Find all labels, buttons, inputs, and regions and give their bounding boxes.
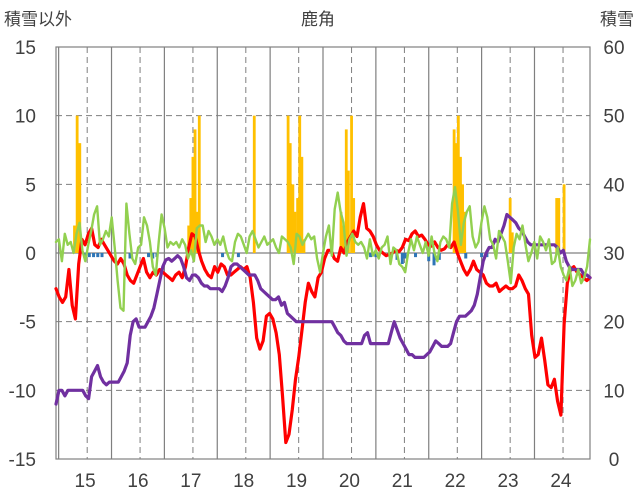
- snow-bar: [78, 143, 82, 253]
- blue-bar: [464, 253, 468, 259]
- snow-bar: [339, 211, 343, 253]
- blue-bar: [414, 253, 418, 258]
- y-tick-label-left: -15: [9, 450, 36, 471]
- snow-bar: [344, 129, 348, 253]
- snow-bar: [510, 232, 514, 253]
- x-tick-label: 16: [127, 471, 148, 492]
- snow-bar: [193, 129, 197, 253]
- x-tick-label: 21: [392, 471, 413, 492]
- x-tick-label: 19: [286, 471, 307, 492]
- blue-bar: [427, 253, 431, 262]
- y-tick-label-left: 15: [15, 38, 36, 59]
- y-tick-label-right: 10: [603, 381, 624, 402]
- y-tick-label-left: -10: [9, 381, 36, 402]
- x-tick-label: 22: [445, 471, 466, 492]
- series-line-green: [54, 185, 592, 312]
- snow-bar: [508, 198, 512, 253]
- snow-bar: [302, 239, 306, 253]
- snow-bar: [352, 198, 356, 253]
- blue-bar: [92, 253, 96, 258]
- right-axis-label: 積雪: [600, 10, 634, 29]
- snow-bar: [291, 184, 295, 253]
- blue-bar: [432, 253, 436, 266]
- blue-bar: [128, 253, 132, 259]
- series-line-red: [54, 202, 592, 445]
- snow-bar: [189, 198, 193, 253]
- snow-bar: [288, 143, 292, 253]
- snow-bar: [456, 115, 460, 254]
- blue-bar: [369, 253, 373, 258]
- y-tick-label-left: 10: [15, 107, 36, 128]
- snow-bar: [350, 115, 353, 254]
- snow-bar: [187, 225, 191, 253]
- snow-bar: [298, 115, 302, 254]
- blue-bar: [83, 253, 87, 258]
- y-tick-label-right: 0: [609, 450, 620, 471]
- blue-bar: [147, 253, 151, 258]
- x-tick-label: 24: [550, 471, 572, 492]
- snow-bar: [562, 184, 566, 253]
- snow-bar: [300, 156, 304, 253]
- y-tick-label-right: 50: [603, 107, 624, 128]
- blue-bar: [403, 253, 407, 259]
- x-tick-label: 23: [497, 471, 518, 492]
- series-lines: [54, 185, 592, 445]
- x-tick-label: 15: [75, 471, 96, 492]
- y-tick-label-right: 60: [603, 38, 624, 59]
- y-tick-label-right: 20: [603, 313, 624, 334]
- snow-bar: [75, 115, 79, 254]
- y-tick-label-left: -5: [19, 313, 36, 334]
- snow-bar: [197, 115, 201, 254]
- snow-bar: [557, 198, 561, 253]
- left-axis-label: 積雪以外: [4, 10, 72, 29]
- x-tick-label: 18: [233, 471, 254, 492]
- snow-bar: [286, 115, 290, 254]
- x-tick-label: 17: [180, 471, 201, 492]
- x-tick-label: 20: [339, 471, 360, 492]
- blue-bar: [236, 253, 240, 258]
- blue-bar: [480, 253, 484, 258]
- snow-bar: [296, 198, 300, 253]
- blue-bar: [374, 253, 378, 258]
- y-tick-label-right: 30: [603, 244, 624, 265]
- blue-bar: [96, 253, 100, 258]
- blue-bar: [151, 253, 155, 259]
- snow-bar: [463, 211, 467, 253]
- snow-bar: [293, 211, 297, 253]
- blue-bar: [100, 253, 104, 258]
- chart-title: 鹿角: [301, 10, 335, 29]
- blue-bar: [87, 253, 91, 258]
- snow-bar: [191, 156, 195, 253]
- snow-bar: [461, 184, 464, 253]
- snow-bar: [252, 115, 256, 254]
- y-tick-label-right: 40: [603, 175, 624, 196]
- snow-bar: [341, 225, 345, 253]
- snow-bar: [346, 170, 350, 253]
- blue-bar: [221, 253, 225, 258]
- y-tick-label-left: 5: [25, 175, 36, 196]
- y-tick-label-left: 0: [25, 244, 36, 265]
- blue-bar: [400, 253, 404, 264]
- snow-bar: [459, 156, 462, 253]
- snow-bar: [555, 198, 559, 253]
- snow-bars: [73, 115, 566, 266]
